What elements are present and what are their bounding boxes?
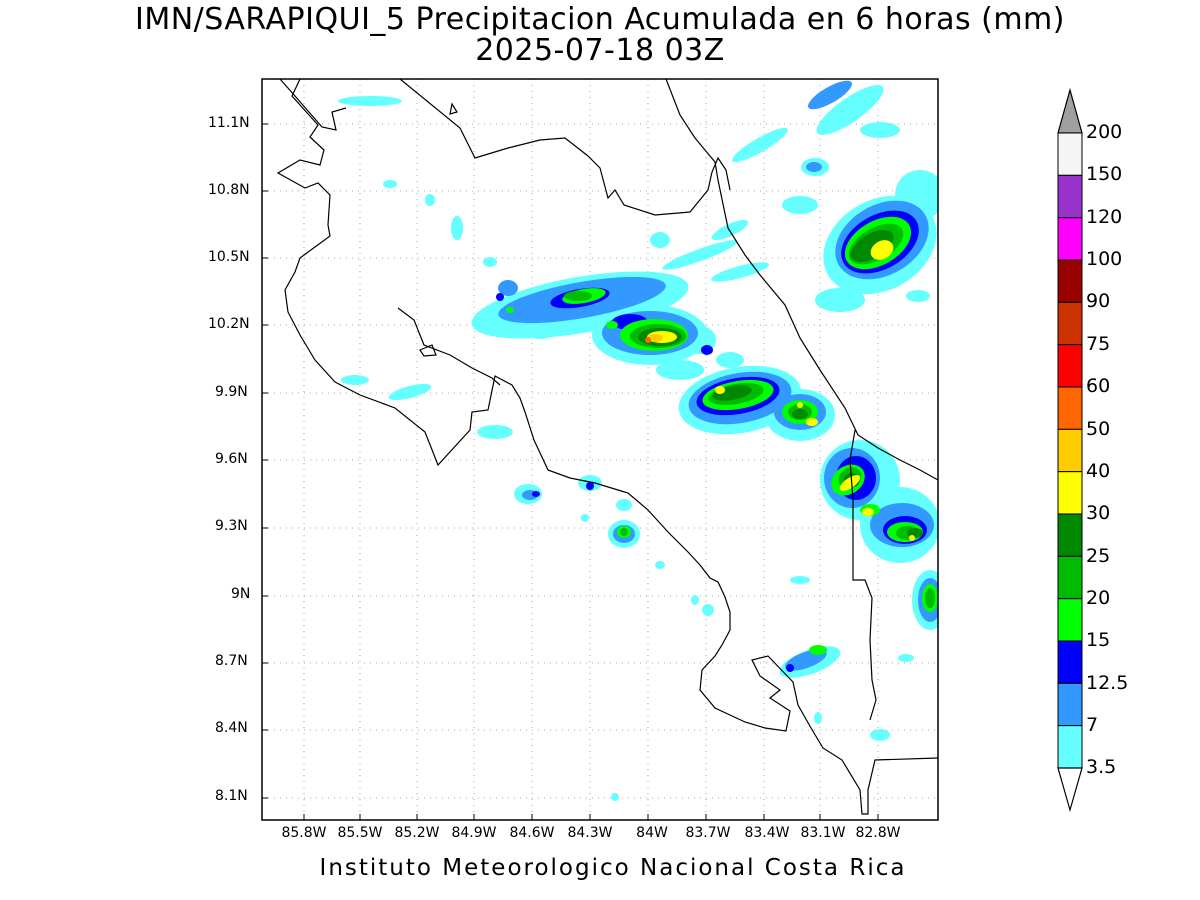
y-tick-label: 10.5N (208, 249, 250, 265)
colorbar-label: 12.5 (1086, 672, 1129, 694)
x-tick-label: 84.3W (567, 825, 613, 841)
colorbar-swatch (1057, 725, 1083, 769)
colorbar-swatch (1057, 428, 1083, 473)
coastline (276, 79, 938, 815)
colorbar-label: 100 (1086, 248, 1123, 270)
map-frame (261, 78, 939, 821)
y-tick-label: 9.6N (215, 451, 248, 467)
colorbar-label: 60 (1086, 375, 1111, 397)
x-tick-label: 84.9W (451, 825, 497, 841)
colorbar-swatch (1057, 555, 1083, 600)
colorbar-label: 30 (1086, 502, 1111, 524)
colorbar-swatch (1057, 217, 1083, 261)
colorbar-swatch (1057, 344, 1083, 388)
y-tick-label: 11.1N (208, 115, 250, 131)
map-datetime: 2025-07-18 03Z (475, 33, 725, 68)
colorbar-label: 90 (1086, 290, 1111, 312)
colorbar-swatch (1057, 682, 1083, 727)
colorbar-swatch (1057, 598, 1083, 642)
precip-field (338, 80, 938, 801)
x-tick-label: 83.1W (800, 825, 846, 841)
y-tick-label: 10.2N (208, 316, 250, 332)
y-tick-label: 8.7N (215, 653, 248, 669)
y-tick-label: 9.3N (215, 518, 248, 534)
colorbar-under-arrow (1057, 767, 1083, 813)
x-tick-label: 83.4W (744, 825, 790, 841)
colorbar-swatch (1057, 640, 1083, 684)
colorbar-swatch (1057, 471, 1083, 515)
x-tick-label: 83.7W (685, 825, 731, 841)
colorbar-label: 150 (1086, 163, 1123, 185)
x-tick-label: 84W (636, 825, 668, 841)
colorbar-label: 7 (1086, 714, 1099, 736)
x-tick-label: 85.2W (394, 825, 440, 841)
colorbar-swatch (1057, 386, 1083, 430)
colorbar-label: 200 (1086, 121, 1123, 143)
y-tick-label: 9.9N (215, 384, 248, 400)
colorbar-label: 20 (1086, 587, 1111, 609)
x-tick-label: 85.5W (337, 825, 383, 841)
x-tick-label: 82.8W (855, 825, 901, 841)
colorbar-label: 15 (1086, 629, 1111, 651)
colorbar (1057, 87, 1083, 813)
colorbar-swatch (1057, 259, 1083, 303)
colorbar-over-arrow (1057, 87, 1083, 134)
colorbar-swatch (1057, 301, 1083, 346)
y-tick-label: 8.4N (215, 720, 248, 736)
colorbar-label: 120 (1086, 206, 1123, 228)
x-tick-label: 84.6W (509, 825, 555, 841)
colorbar-label: 3.5 (1086, 756, 1117, 778)
credit-footer: Instituto Meteorologico Nacional Costa R… (319, 855, 907, 881)
colorbar-label: 50 (1086, 418, 1111, 440)
colorbar-swatch (1057, 174, 1083, 219)
colorbar-label: 40 (1086, 460, 1111, 482)
y-tick-label: 10.8N (208, 182, 250, 198)
colorbar-label: 25 (1086, 545, 1111, 567)
colorbar-label: 75 (1086, 333, 1111, 355)
y-tick-label: 9N (231, 586, 251, 602)
colorbar-swatch (1057, 513, 1083, 557)
map-title: IMN/SARAPIQUI_5 Precipitacion Acumulada … (135, 2, 1065, 37)
y-tick-label: 8.1N (215, 788, 248, 804)
x-tick-label: 85.8W (281, 825, 327, 841)
colorbar-swatch (1057, 132, 1083, 176)
